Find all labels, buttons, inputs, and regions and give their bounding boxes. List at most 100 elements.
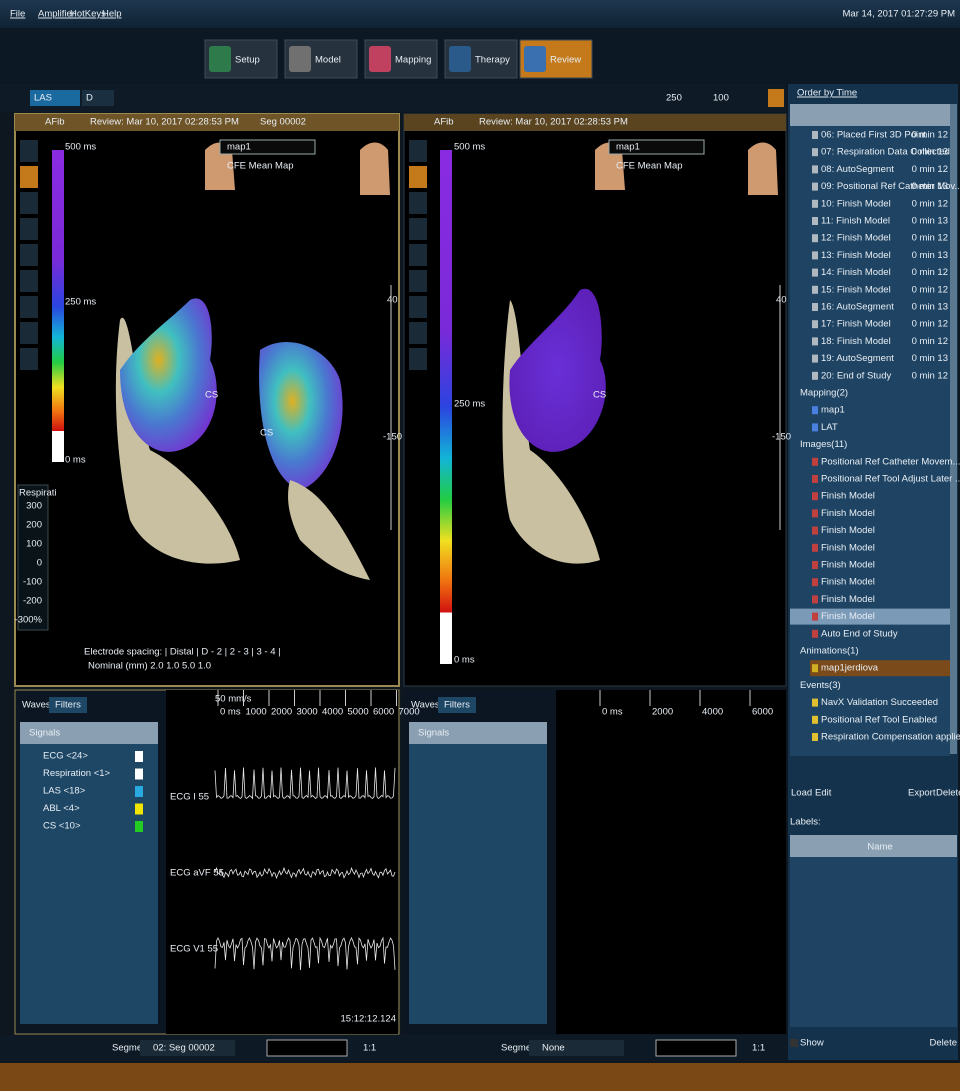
tree-item[interactable]: Finish Model xyxy=(821,594,875,605)
menu-item[interactable]: Amplifier xyxy=(38,9,75,20)
signal-swatch[interactable] xyxy=(135,751,143,762)
tree-item[interactable]: Finish Model xyxy=(821,611,875,622)
tool-button[interactable] xyxy=(20,218,38,240)
tree-item[interactable]: Images(11) xyxy=(800,439,847,450)
signal-swatch[interactable] xyxy=(135,803,143,815)
tool-button[interactable] xyxy=(409,322,427,344)
tool-button[interactable] xyxy=(409,348,427,370)
tool-button[interactable] xyxy=(20,348,38,370)
sort-link[interactable]: Order by Time xyxy=(797,88,857,99)
tool-button[interactable] xyxy=(20,270,38,292)
tree-item[interactable]: Respiration Compensation applied xyxy=(821,732,960,743)
tree-icon xyxy=(812,578,818,587)
map-dropdown[interactable] xyxy=(219,139,316,155)
checkbox[interactable] xyxy=(790,1039,798,1047)
tree-item[interactable]: 12: Finish Model xyxy=(821,233,891,244)
signal-swatch[interactable] xyxy=(135,821,143,832)
item-time: 0 min 12 xyxy=(912,164,948,175)
segment-dropdown[interactable] xyxy=(529,1040,624,1056)
tree-item[interactable]: 17: Finish Model xyxy=(821,319,891,330)
item-time: 0 min 13 xyxy=(912,181,948,192)
panel-tab[interactable]: Filters xyxy=(55,700,81,711)
tool-button[interactable] xyxy=(409,218,427,240)
tool-button[interactable] xyxy=(20,192,38,214)
tree-item[interactable]: Events(3) xyxy=(800,680,841,691)
tree-item[interactable]: 09: Positional Ref Catheter Mov... xyxy=(821,181,960,192)
respiration-tick: -100 xyxy=(23,577,42,588)
tree-item[interactable]: 20: End of Study xyxy=(821,370,891,381)
tool-button[interactable] xyxy=(20,244,38,266)
tree-item[interactable]: 08: AutoSegment xyxy=(821,164,894,175)
tree-item[interactable]: LAT xyxy=(821,422,838,433)
tree-item[interactable]: 16: AutoSegment xyxy=(821,302,894,313)
tree-item[interactable]: 13: Finish Model xyxy=(821,250,891,261)
tree-item[interactable]: 10: Finish Model xyxy=(821,198,891,209)
item-time: 0 min 12 xyxy=(912,370,948,381)
delete-button[interactable]: Delete xyxy=(930,1038,957,1049)
tree-item[interactable]: Positional Ref Tool Enabled xyxy=(821,714,937,725)
timeline[interactable] xyxy=(266,1039,348,1057)
tab-label: Therapy xyxy=(475,55,510,66)
scale-label: 0 ms xyxy=(454,655,475,666)
panel-tab[interactable]: Waves xyxy=(411,700,440,711)
tree-item[interactable]: Finish Model xyxy=(821,577,875,588)
sidebar-button[interactable]: Export xyxy=(908,788,936,799)
tool-button[interactable] xyxy=(409,166,427,188)
map-dropdown[interactable] xyxy=(608,139,705,155)
labels-header xyxy=(790,835,957,857)
tree-item[interactable]: map1jerdiova xyxy=(821,663,879,674)
sidebar-button[interactable]: Delete xyxy=(936,788,960,799)
dropdown[interactable] xyxy=(30,90,80,106)
panel-tab[interactable]: Filters xyxy=(444,700,470,711)
column-header: Name xyxy=(867,842,892,853)
segment-dropdown[interactable] xyxy=(140,1040,235,1056)
signal-swatch[interactable] xyxy=(135,786,143,797)
tab-bg[interactable] xyxy=(438,697,476,713)
anatomy-model xyxy=(115,317,240,564)
tool-button[interactable] xyxy=(20,140,38,162)
tree-item[interactable]: NavX Validation Succeeded xyxy=(821,697,938,708)
sidebar-button[interactable]: Load xyxy=(791,788,812,799)
tree-item[interactable]: Animations(1) xyxy=(800,646,859,657)
tree-item[interactable]: 15: Finish Model xyxy=(821,284,891,295)
tree-item[interactable]: Mapping(2) xyxy=(800,388,848,399)
tree-item[interactable]: Positional Ref Tool Adjust Later ... xyxy=(821,474,960,485)
tree-item[interactable]: Finish Model xyxy=(821,542,875,553)
tree-item[interactable]: 07: Respiration Data Collected xyxy=(821,147,950,158)
tool-button[interactable] xyxy=(409,244,427,266)
tool-button[interactable] xyxy=(20,296,38,318)
tool-button[interactable] xyxy=(409,296,427,318)
tool-button[interactable] xyxy=(409,140,427,162)
tree-item[interactable]: 11: Finish Model xyxy=(821,216,890,227)
tree-item[interactable]: 18: Finish Model xyxy=(821,336,891,347)
tool-button[interactable] xyxy=(409,192,427,214)
menu-item[interactable]: File xyxy=(10,9,25,20)
menu-item[interactable]: Help xyxy=(102,9,122,20)
tree-item[interactable]: Finish Model xyxy=(821,508,875,519)
tool-button[interactable] xyxy=(20,322,38,344)
toolbar-button[interactable] xyxy=(768,89,784,107)
show-label[interactable]: Show xyxy=(800,1038,824,1049)
timeline[interactable] xyxy=(655,1039,737,1057)
selected-row[interactable] xyxy=(790,608,950,625)
dropdown[interactable] xyxy=(82,90,114,106)
sidebar-button[interactable]: Edit xyxy=(815,788,832,799)
channel-label: ECG V1 55 xyxy=(170,944,218,955)
anatomy-map xyxy=(509,288,606,452)
tree-item[interactable]: Positional Ref Catheter Movem... xyxy=(821,456,960,467)
tree-item[interactable]: 06: Placed First 3D Point xyxy=(821,130,926,141)
tree-item[interactable]: 14: Finish Model xyxy=(821,267,891,278)
tree-item[interactable]: Finish Model xyxy=(821,560,875,571)
tab-bg[interactable] xyxy=(49,697,87,713)
tree-item[interactable]: Auto End of Study xyxy=(821,628,898,639)
panel-tab[interactable]: Waves xyxy=(22,700,51,711)
tool-button[interactable] xyxy=(409,270,427,292)
selected-row[interactable] xyxy=(810,660,950,677)
tree-item[interactable]: Finish Model xyxy=(821,491,875,502)
tree-item[interactable]: 19: AutoSegment xyxy=(821,353,894,364)
tree-item[interactable]: map1 xyxy=(821,405,845,416)
tool-button[interactable] xyxy=(20,166,38,188)
tree-item[interactable]: Finish Model xyxy=(821,525,875,536)
menu-item[interactable]: HotKeys xyxy=(70,9,106,20)
signal-swatch[interactable] xyxy=(135,768,143,780)
